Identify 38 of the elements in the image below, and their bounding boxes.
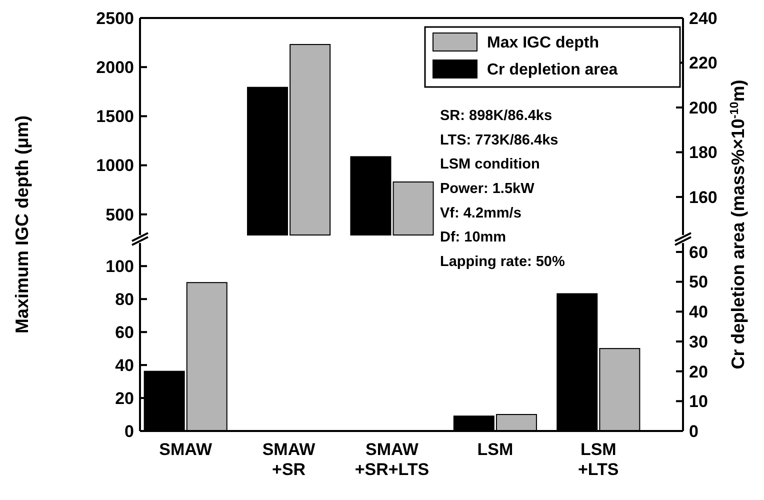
annotation: LTS: 773K/86.4ks xyxy=(440,132,558,148)
y2-tick-label: 20 xyxy=(689,362,708,382)
y2-tick-label: 240 xyxy=(689,8,718,28)
y-tick-label: 500 xyxy=(106,205,134,224)
y2-tick-label: 180 xyxy=(689,143,718,162)
annotation: SR: 898K/86.4ks xyxy=(440,108,552,124)
y-tick-label: 60 xyxy=(115,323,134,342)
y-tick-label: 20 xyxy=(115,388,134,408)
y2-tick-label: 200 xyxy=(689,98,718,118)
y2-tick-label: 60 xyxy=(689,242,708,262)
annotation: Lapping rate: 50% xyxy=(440,254,565,270)
x-tick-label: SMAW +SR+LTS xyxy=(354,440,430,479)
y-tick-label: 0 xyxy=(124,422,134,441)
y-tick-label: 2000 xyxy=(96,58,134,78)
y2-tick-label: 10 xyxy=(689,392,708,412)
y-tick-label: 2500 xyxy=(96,8,134,28)
x-tick-label: SMAW xyxy=(159,440,213,459)
annotation: Df: 10mm xyxy=(440,230,506,246)
y2-tick-label: 40 xyxy=(689,302,708,322)
y-axis-title: Maximum IGC depth (μm) xyxy=(12,115,32,334)
x-tick-label: LSM xyxy=(477,440,514,459)
y-tick-label: 1000 xyxy=(96,156,134,176)
x-tick-label: SMAW +SR xyxy=(262,440,316,479)
y2-tick-label: 220 xyxy=(689,54,718,73)
y-tick-label: 100 xyxy=(106,257,134,276)
y-tick-label: 40 xyxy=(115,356,134,375)
annotation: Vf: 4.2mm/s xyxy=(440,205,522,222)
y-tick-label: 1500 xyxy=(96,107,134,126)
annotation: Power: 1.5kW xyxy=(440,180,535,197)
annotation: LSM condition xyxy=(440,156,540,173)
legend-label: Cr depletion area xyxy=(487,62,618,79)
legend-label: Max IGC depth xyxy=(487,34,600,52)
y2-tick-label: 30 xyxy=(689,332,708,352)
y2-tick-label: 50 xyxy=(689,272,708,292)
x-tick-label: LSM +LTS xyxy=(578,440,619,479)
y2-tick-label: 160 xyxy=(689,188,718,207)
y-tick-label: 80 xyxy=(115,290,134,310)
y2-tick-label: 0 xyxy=(689,422,698,441)
